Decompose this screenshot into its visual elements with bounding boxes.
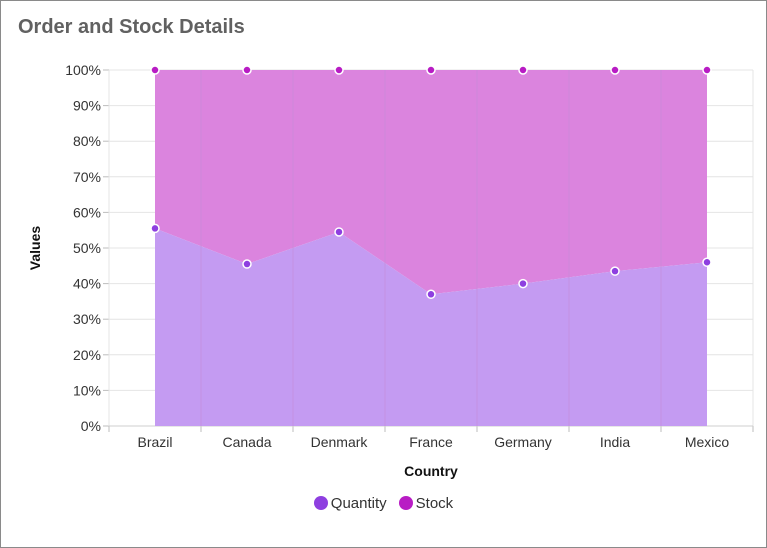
area-layer	[155, 70, 707, 426]
x-tick-label: Brazil	[137, 434, 172, 450]
y-tick-label: 90%	[73, 98, 101, 114]
y-tick-label: 20%	[73, 347, 101, 363]
legend: Quantity Stock	[0, 492, 767, 514]
category-lines	[200, 70, 662, 426]
stock-point-mexico	[702, 65, 712, 75]
legend-label-quantity: Quantity	[330, 494, 387, 512]
x-axis-ticks: Brazil Canada Denmark France Germany India Mex…	[137, 434, 729, 450]
y-tick-label: 70%	[73, 169, 101, 185]
x-tick-label: Canada	[222, 434, 271, 450]
y-tick-label: 100%	[65, 62, 101, 78]
stock-point-brazil	[150, 65, 160, 75]
x-tick-label: India	[600, 434, 631, 450]
stock-point-india	[610, 65, 620, 75]
legend-swatch-stock	[398, 496, 413, 510]
y-axis-ticks: 0% 10% 20% 30% 40% 50% 60% 70% 80% 90% 100%	[65, 62, 101, 434]
stock-point-france	[426, 65, 436, 75]
chart-title: Order and Stock Details	[18, 16, 245, 38]
y-tick-label: 40%	[73, 276, 101, 292]
x-tick-label: Denmark	[311, 434, 369, 450]
x-axis-title: Country	[404, 463, 458, 479]
quantity-point-brazil	[150, 223, 160, 234]
legend-label-stock: Stock	[415, 494, 454, 512]
x-tick-label: France	[409, 434, 453, 450]
stock-point-canada	[242, 65, 252, 75]
legend-swatch-quantity	[313, 496, 328, 510]
y-tick-label: 80%	[73, 133, 101, 149]
y-tick-label: 50%	[73, 240, 101, 256]
y-tick-label: 30%	[73, 311, 101, 327]
quantity-point-germany	[518, 278, 528, 289]
x-tick-label: Mexico	[685, 434, 730, 450]
x-tick-label: Germany	[494, 434, 552, 450]
y-axis-title: Values	[27, 226, 43, 271]
y-tick-label: 10%	[73, 382, 101, 398]
legend-item-stock[interactable]: Stock	[398, 494, 454, 512]
marker-layer	[150, 65, 712, 300]
legend-item-quantity[interactable]: Quantity	[313, 494, 387, 512]
quantity-point-mexico	[702, 257, 712, 267]
stock-point-denmark	[334, 65, 344, 75]
y-tick-label: 60%	[73, 204, 101, 220]
quantity-point-india	[610, 266, 620, 276]
quantity-point-canada	[242, 259, 252, 269]
stock-point-germany	[518, 65, 528, 75]
y-tick-label: 0%	[81, 418, 101, 434]
quantity-point-denmark	[334, 227, 344, 237]
quantity-point-france	[426, 289, 436, 300]
